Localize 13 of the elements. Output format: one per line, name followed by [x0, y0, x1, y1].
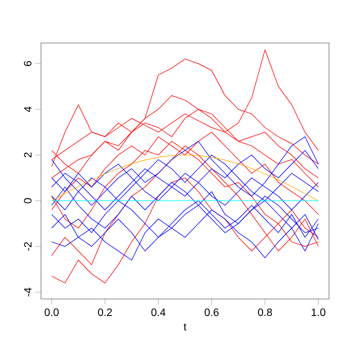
y-tick-label: -2: [24, 242, 32, 251]
x-axis-title: t: [184, 323, 186, 330]
x-tick-label: 0.0: [44, 308, 59, 316]
y-tick-label: 4: [24, 106, 32, 112]
x-tick-label: 0.8: [258, 308, 272, 316]
y-tick-label: 6: [24, 61, 32, 66]
y-tick-label: -4: [24, 288, 32, 296]
x-tick-label: 0.6: [204, 308, 219, 316]
y-tick-label: 2: [24, 152, 32, 158]
x-tick-label: 0.2: [98, 308, 112, 316]
y-tick-label: 0: [24, 198, 32, 204]
x-tick-label: 0.4: [151, 308, 166, 316]
x-tick-label: 1.0: [312, 308, 326, 316]
